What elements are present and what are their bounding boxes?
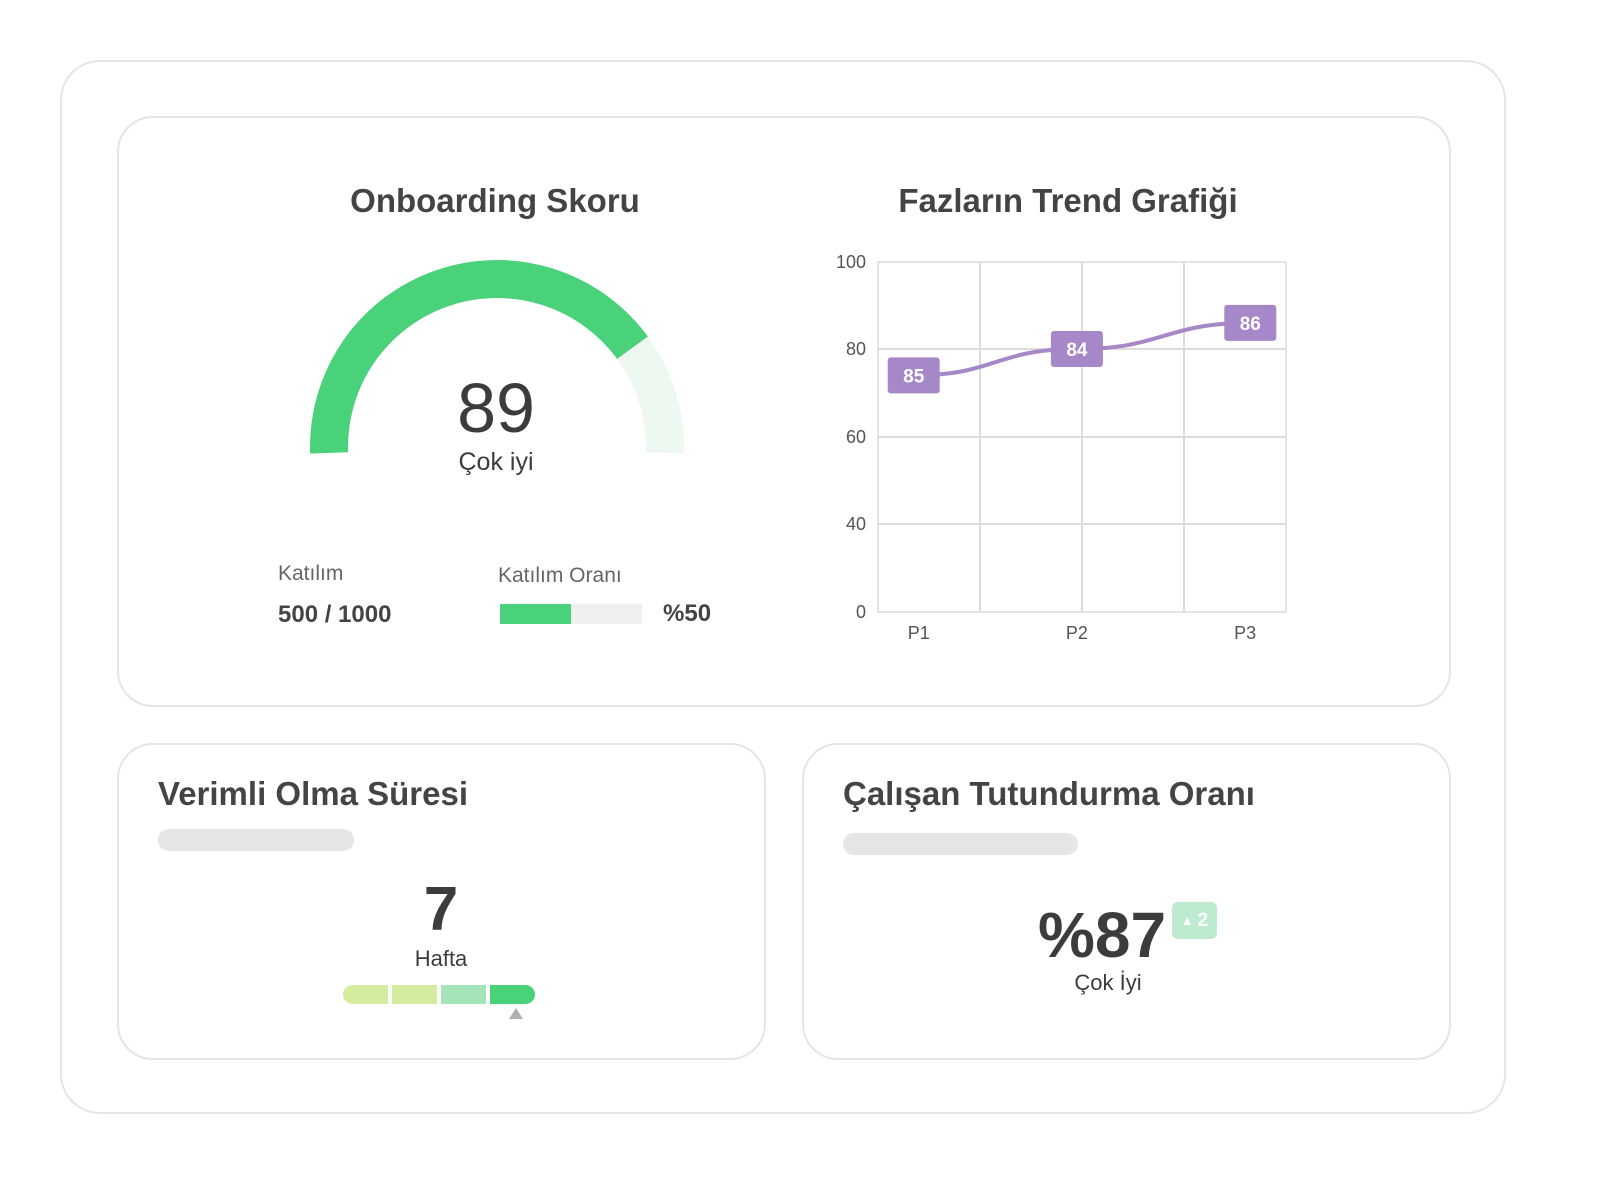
participation-label: Katılım [278, 562, 344, 585]
data-point-label: 84 [1066, 340, 1088, 361]
data-point-label: 86 [1240, 314, 1261, 335]
rate-progress-bar [500, 604, 642, 624]
retention-change-value: 2 [1197, 909, 1209, 931]
productivity-title: Verimli Olma Süresi [158, 775, 468, 812]
y-tick-label: 60 [846, 427, 866, 447]
retention-change-badge: ▲ 2 [1172, 902, 1217, 939]
scale-pointer-icon [509, 1008, 523, 1019]
rate-progress-fill [500, 604, 571, 624]
retention-card [802, 743, 1451, 1060]
data-point-marker [1224, 304, 1277, 341]
rate-value: %50 [663, 600, 712, 627]
y-tick-label: 80 [846, 339, 866, 359]
caret-up-icon: ▲ [1180, 913, 1194, 928]
productivity-scale [343, 985, 535, 1004]
rate-label: Katılım Oranı [498, 564, 622, 587]
productivity-unit: Hafta [414, 946, 468, 971]
score-rating: Çok iyi [458, 448, 534, 476]
productivity-card [117, 743, 766, 1060]
gauge-fill [310, 260, 648, 454]
x-tick-label: P2 [1066, 623, 1088, 643]
productivity-placeholder [158, 829, 354, 851]
scale-segment [441, 985, 486, 1004]
retention-title: Çalışan Tutundurma Oranı [843, 775, 1255, 812]
data-point-label: 85 [903, 366, 925, 387]
onboarding-title: Onboarding Skoru [350, 182, 640, 219]
productivity-value: 7 [423, 875, 459, 944]
retention-value: %87 [1038, 899, 1167, 971]
y-tick-label: 40 [846, 514, 866, 534]
trend-title: Fazların Trend Grafiği [898, 182, 1238, 219]
x-tick-label: P1 [908, 623, 930, 643]
participation-value: 500 / 1000 [278, 601, 392, 628]
y-tick-label: 0 [856, 602, 866, 622]
score-value: 89 [457, 369, 535, 447]
scale-segment [392, 985, 437, 1004]
scale-segment [490, 985, 535, 1004]
x-tick-label: P3 [1234, 623, 1256, 643]
trend-chart: 0 40 60 80 100 P1 P2 P3 85 84 86 [836, 252, 1287, 643]
data-point-marker [1050, 331, 1103, 367]
retention-rating: Çok İyi [1074, 970, 1142, 995]
y-tick-label: 100 [836, 252, 866, 272]
scale-segment [343, 985, 388, 1004]
retention-placeholder [843, 833, 1078, 855]
data-point-marker [887, 357, 940, 394]
